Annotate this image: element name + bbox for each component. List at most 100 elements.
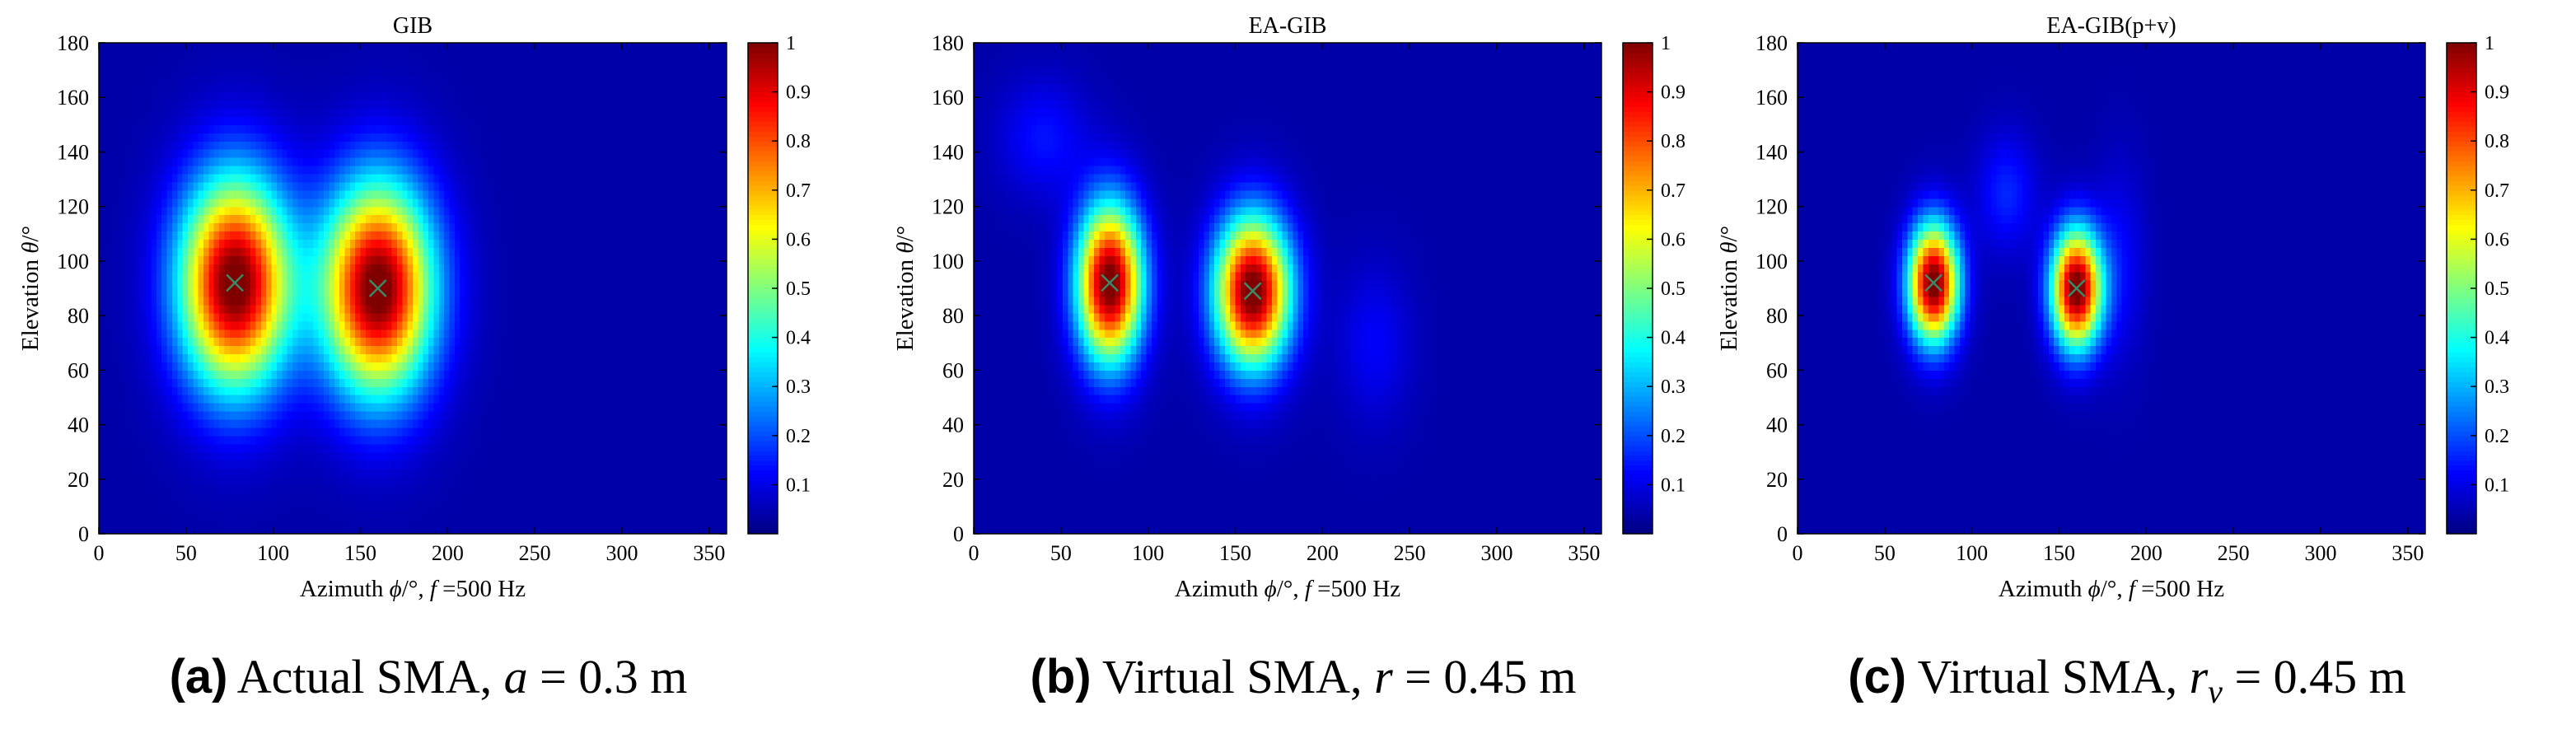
heatmap-cell: [99, 272, 105, 281]
heatmap-cell: [255, 116, 262, 125]
heatmap-cell: [475, 116, 482, 125]
heatmap-cell: [460, 100, 466, 110]
heatmap-cell: [470, 43, 476, 52]
heatmap-cell: [213, 418, 220, 428]
heatmap-cell: [140, 239, 147, 248]
heatmap-cell: [161, 43, 168, 52]
heatmap-cell: [313, 526, 320, 535]
heatmap-cell: [140, 517, 147, 526]
heatmap-cell: [250, 501, 257, 510]
heatmap-cell: [229, 493, 236, 502]
heatmap-cell: [224, 386, 231, 395]
heatmap-cell: [255, 198, 262, 208]
heatmap-cell: [282, 526, 288, 535]
heatmap-cell: [527, 329, 534, 339]
heatmap-cell: [365, 100, 372, 110]
heatmap-cell: [151, 395, 157, 404]
heatmap-cell: [130, 166, 137, 175]
heatmap-cell: [203, 345, 209, 355]
heatmap-cell: [255, 443, 262, 453]
heatmap-cell: [339, 231, 346, 240]
heatmap-cell: [187, 280, 194, 289]
heatmap-cell: [360, 353, 367, 362]
heatmap-cell: [381, 255, 387, 264]
heatmap-cell: [324, 320, 330, 330]
heatmap-cell: [171, 133, 178, 142]
heatmap-cell: [240, 526, 246, 535]
heatmap-cell: [177, 353, 184, 362]
heatmap-cell: [297, 345, 304, 355]
heatmap-cell: [297, 124, 304, 133]
heatmap-cell: [99, 451, 105, 461]
heatmap-cell: [115, 133, 120, 142]
heatmap-cell: [334, 280, 340, 289]
heatmap-cell: [324, 206, 330, 216]
heatmap-cell: [433, 149, 440, 158]
heatmap-cell: [433, 337, 440, 347]
heatmap-cell: [177, 435, 184, 445]
heatmap-cell: [302, 149, 309, 158]
heatmap-cell: [219, 411, 225, 420]
heatmap-cell: [292, 476, 298, 485]
heatmap-cell: [146, 255, 152, 264]
heatmap-cell: [480, 296, 487, 306]
heatmap-cell: [475, 362, 482, 371]
heatmap-cell: [396, 189, 403, 199]
heatmap-cell: [428, 280, 434, 289]
heatmap-cell: [99, 91, 105, 101]
heatmap-cell: [391, 370, 398, 379]
heatmap-cell: [355, 255, 362, 264]
heatmap-cell: [193, 337, 199, 347]
heatmap-cell: [365, 133, 372, 142]
heatmap-cell: [444, 476, 451, 485]
heatmap-cell: [318, 460, 325, 470]
heatmap-cell: [386, 312, 393, 322]
heatmap-cell: [171, 517, 178, 526]
heatmap-cell: [407, 198, 414, 208]
heatmap-cell: [124, 526, 131, 535]
heatmap-cell: [135, 304, 142, 314]
heatmap-cell: [193, 141, 199, 150]
heatmap-cell: [250, 312, 257, 322]
heatmap-cell: [480, 255, 487, 264]
heatmap-cell: [203, 75, 209, 85]
heatmap-cell: [124, 100, 131, 110]
heatmap-cell: [438, 141, 445, 150]
heatmap-cell: [391, 133, 398, 142]
heatmap-cell: [219, 198, 225, 208]
heatmap-cell: [302, 280, 309, 289]
heatmap-cell: [339, 320, 346, 330]
heatmap-cell: [161, 173, 168, 183]
heatmap-cell: [203, 149, 209, 158]
heatmap-cell: [413, 468, 418, 478]
heatmap-cell: [250, 75, 257, 85]
heatmap-cell: [151, 141, 157, 150]
heatmap-cell: [297, 329, 304, 339]
heatmap-cell: [297, 312, 304, 322]
heatmap-cell: [198, 493, 204, 502]
heatmap-cell: [376, 124, 382, 133]
heatmap-cell: [376, 418, 382, 428]
heatmap-cell: [527, 181, 534, 191]
heatmap-cell: [260, 280, 267, 289]
heatmap-cell: [371, 378, 377, 387]
heatmap-cell: [161, 395, 168, 404]
heatmap-cell: [151, 247, 157, 256]
heatmap-cell: [109, 43, 115, 52]
heatmap-cell: [287, 304, 293, 314]
heatmap-cell: [522, 264, 529, 273]
heatmap-cell: [151, 304, 157, 314]
heatmap-cell: [308, 280, 314, 289]
heatmap-cell: [418, 476, 424, 485]
heatmap-cell: [517, 427, 523, 437]
heatmap-cell: [198, 288, 204, 297]
heatmap-cell: [460, 255, 466, 264]
heatmap-cell: [187, 386, 194, 395]
heatmap-cell: [334, 166, 340, 175]
heatmap-cell: [460, 304, 466, 314]
heatmap-cell: [302, 58, 309, 68]
heatmap-cell: [208, 501, 215, 510]
heatmap-cell: [517, 443, 523, 453]
heatmap-cell: [512, 362, 518, 371]
heatmap-cell: [360, 214, 367, 224]
